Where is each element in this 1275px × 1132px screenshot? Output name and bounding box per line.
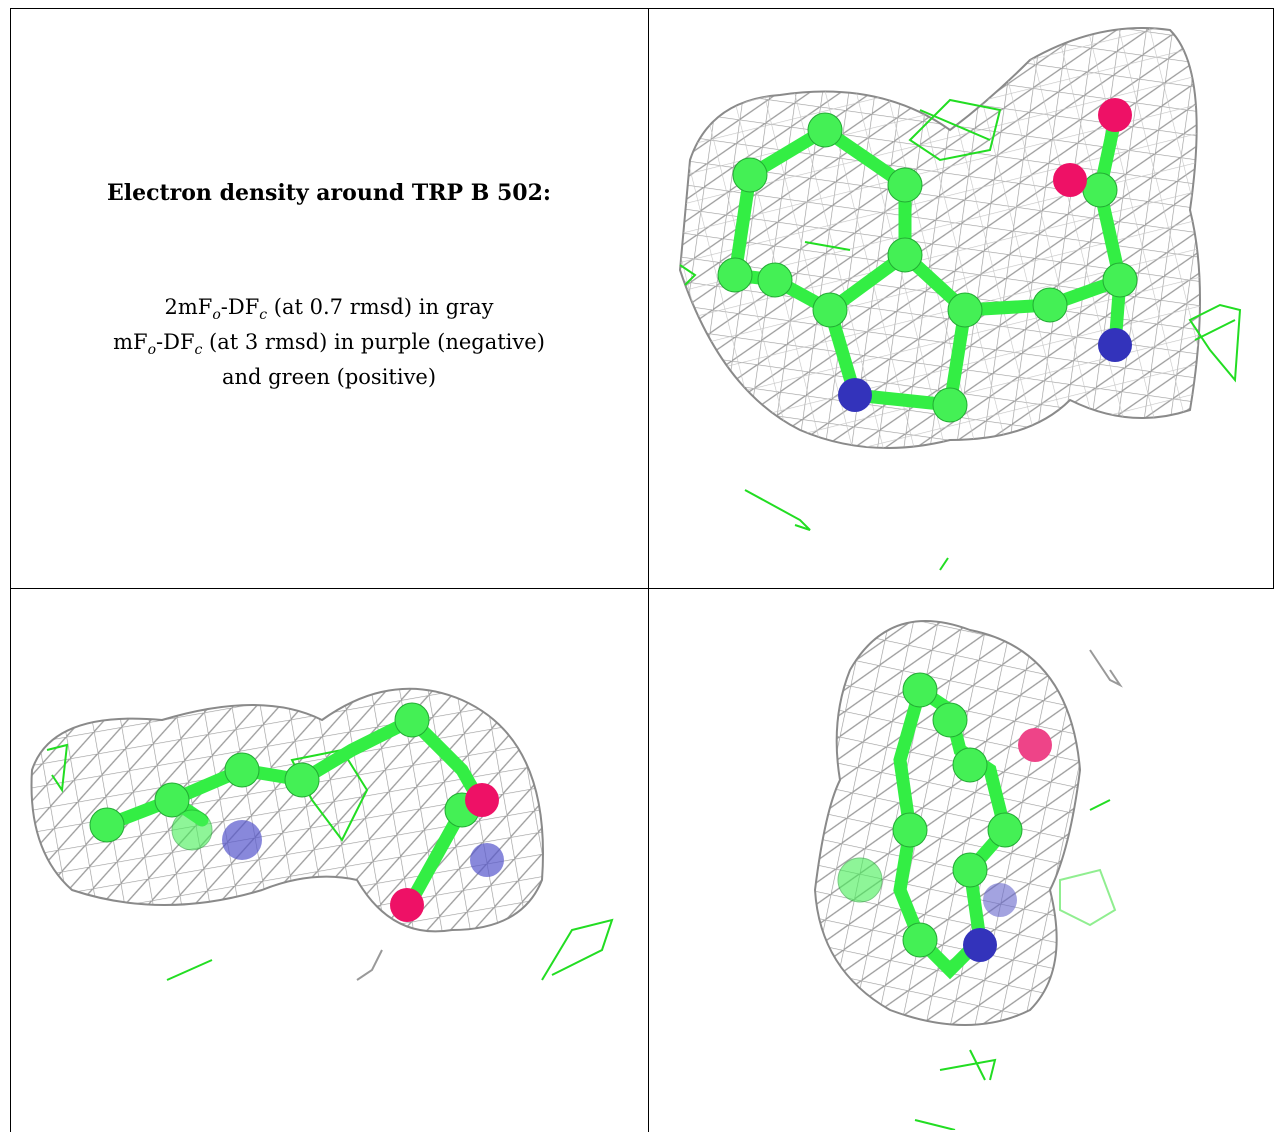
view-top-right xyxy=(650,10,1272,586)
density-render-bottom-left xyxy=(30,687,614,981)
nitrogen-atom xyxy=(838,378,872,412)
table-border-right xyxy=(1273,8,1274,588)
oxygen-atom xyxy=(465,783,499,817)
carbon-atoms xyxy=(89,702,480,851)
table-divider-horizontal xyxy=(10,588,1274,589)
oxygen-atom xyxy=(390,888,424,922)
nitrogen-atom xyxy=(1098,328,1132,362)
caption-line-colors: and green (positive) xyxy=(221,365,437,389)
nitrogen-atom xyxy=(963,928,997,962)
oxygen-atom xyxy=(1053,163,1087,197)
caption-line-2fo-fc: 2mFo-DFc (at 0.7 rmsd) in gray xyxy=(164,295,494,324)
gray-density-fragment xyxy=(356,949,383,981)
nitrogen-atom xyxy=(470,843,504,877)
table-border-left xyxy=(10,8,11,1132)
oxygen-atom xyxy=(1018,728,1052,762)
view-bottom-right xyxy=(650,590,1272,1130)
view-bottom-left xyxy=(12,590,646,1130)
oxygen-atom xyxy=(1098,98,1132,132)
gray-density-mesh xyxy=(813,620,1082,1026)
caption-cell: Electron density around TRP B 502: 2mFo-… xyxy=(10,10,648,587)
positive-density-green xyxy=(914,799,1117,1130)
nitrogen-atom xyxy=(983,883,1017,917)
nitrogen-atom xyxy=(222,820,262,860)
gray-density-fragment xyxy=(1089,649,1123,688)
carbon-atoms xyxy=(717,112,1138,423)
caption-title: Electron density around TRP B 502: xyxy=(106,180,552,206)
density-render-top-right xyxy=(678,27,1242,571)
carbon-atoms xyxy=(837,672,1023,958)
positive-density-green xyxy=(679,98,1242,571)
caption-line-fo-fc: mFo-DFc (at 3 rmsd) in purple (negative) xyxy=(113,330,545,359)
table-divider-vertical xyxy=(648,8,649,1132)
gray-density-mesh xyxy=(678,27,1201,449)
gray-density-mesh xyxy=(30,687,544,933)
table-border-top xyxy=(10,8,1274,9)
density-render-bottom-right xyxy=(813,620,1123,1130)
